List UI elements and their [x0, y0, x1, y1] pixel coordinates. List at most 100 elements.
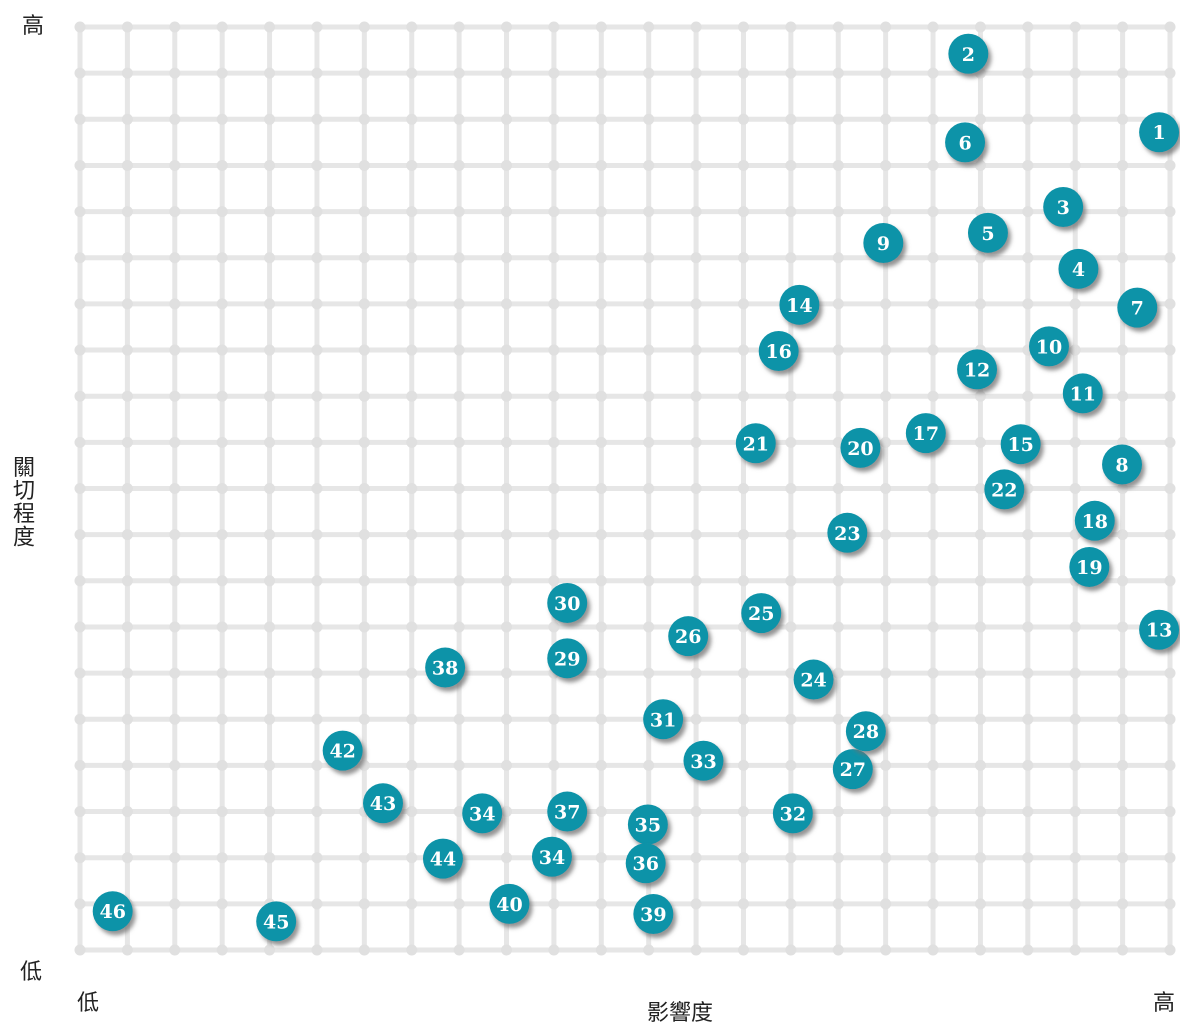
grid-node	[548, 67, 560, 79]
grid-node	[358, 944, 370, 956]
grid-node	[1164, 852, 1176, 864]
grid-node	[643, 21, 655, 33]
grid-node	[1069, 436, 1081, 448]
grid-node	[690, 206, 702, 218]
grid-node	[311, 898, 323, 910]
grid-node	[311, 159, 323, 171]
grid-node	[74, 806, 86, 818]
data-point-marker	[1058, 248, 1099, 289]
grid-node	[1022, 252, 1034, 264]
grid-node	[264, 759, 276, 771]
grid-node	[1022, 944, 1034, 956]
grid-node	[311, 483, 323, 494]
grid-node	[121, 759, 133, 771]
data-point-marker	[547, 638, 588, 679]
data-point-marker	[1074, 500, 1115, 541]
grid-node	[690, 67, 702, 79]
grid-node	[1117, 344, 1129, 356]
data-point: 14	[779, 284, 820, 325]
data-point-label: 32	[780, 803, 806, 825]
grid-node	[453, 898, 465, 910]
data-point-marker	[948, 33, 989, 74]
grid-node	[74, 21, 86, 33]
grid-node	[832, 667, 844, 679]
grid-node	[1069, 113, 1081, 125]
grid-node	[216, 252, 228, 264]
grid-node	[974, 852, 986, 864]
grid-node	[737, 806, 749, 818]
grid-node	[1069, 667, 1081, 679]
data-point-label: 7	[1131, 298, 1144, 320]
grid-node	[974, 806, 986, 818]
grid-node	[785, 113, 797, 125]
grid-node	[1164, 67, 1176, 79]
grid-node	[1164, 483, 1176, 494]
data-point-label: 14	[786, 295, 812, 317]
grid-node	[264, 344, 276, 356]
grid-node	[216, 529, 228, 541]
grid-node	[74, 944, 86, 956]
grid-node	[74, 67, 86, 79]
data-point-marker	[92, 891, 133, 932]
grid-node	[406, 852, 418, 864]
grid-node	[880, 159, 892, 171]
grid-node	[358, 483, 370, 494]
grid-node	[74, 759, 86, 771]
grid-node	[548, 483, 560, 494]
grid-node	[1069, 944, 1081, 956]
grid-node	[74, 159, 86, 171]
data-point: 20	[840, 427, 881, 468]
data-point-label: 10	[1036, 336, 1062, 358]
grid-node	[358, 298, 370, 310]
grid-node	[690, 113, 702, 125]
grid-node	[169, 67, 181, 79]
grid-node	[785, 483, 797, 494]
grid-node	[974, 159, 986, 171]
grid-node	[358, 159, 370, 171]
grid-node	[1117, 944, 1129, 956]
grid-node	[1164, 529, 1176, 541]
data-point-marker	[984, 469, 1025, 510]
data-point: 30	[547, 582, 588, 623]
grid-node	[311, 344, 323, 356]
grid-node	[74, 667, 86, 679]
data-point-marker	[957, 349, 998, 390]
grid-node	[548, 898, 560, 910]
grid-node	[121, 806, 133, 818]
grid-node	[216, 206, 228, 218]
grid-node	[264, 667, 276, 679]
grid-node	[74, 344, 86, 356]
grid-node	[1069, 806, 1081, 818]
data-point-marker	[531, 836, 572, 877]
y-axis-low-label: 低	[20, 960, 42, 985]
grid-node	[832, 21, 844, 33]
grid-node	[1069, 21, 1081, 33]
data-point-label: 23	[834, 523, 860, 545]
data-point-marker	[905, 413, 946, 454]
grid-node	[406, 436, 418, 448]
grid-node	[595, 529, 607, 541]
grid-node	[169, 159, 181, 171]
grid-node	[643, 436, 655, 448]
data-point-label: 27	[840, 759, 866, 781]
grid-node	[1022, 759, 1034, 771]
grid-node	[311, 713, 323, 725]
grid-node	[785, 667, 797, 679]
grid-node	[1022, 898, 1034, 910]
grid-node	[501, 529, 513, 541]
grid-node	[548, 390, 560, 402]
grid-node	[643, 298, 655, 310]
grid-node	[453, 621, 465, 633]
grid-node	[74, 898, 86, 910]
grid-node	[690, 898, 702, 910]
data-point-marker	[322, 730, 363, 771]
grid-node	[974, 252, 986, 264]
grid-node	[501, 575, 513, 587]
grid-node	[264, 806, 276, 818]
grid-node	[501, 344, 513, 356]
grid-node	[737, 113, 749, 125]
grid-node	[832, 575, 844, 587]
grid-node	[121, 621, 133, 633]
grid-node	[643, 944, 655, 956]
grid-node	[548, 713, 560, 725]
